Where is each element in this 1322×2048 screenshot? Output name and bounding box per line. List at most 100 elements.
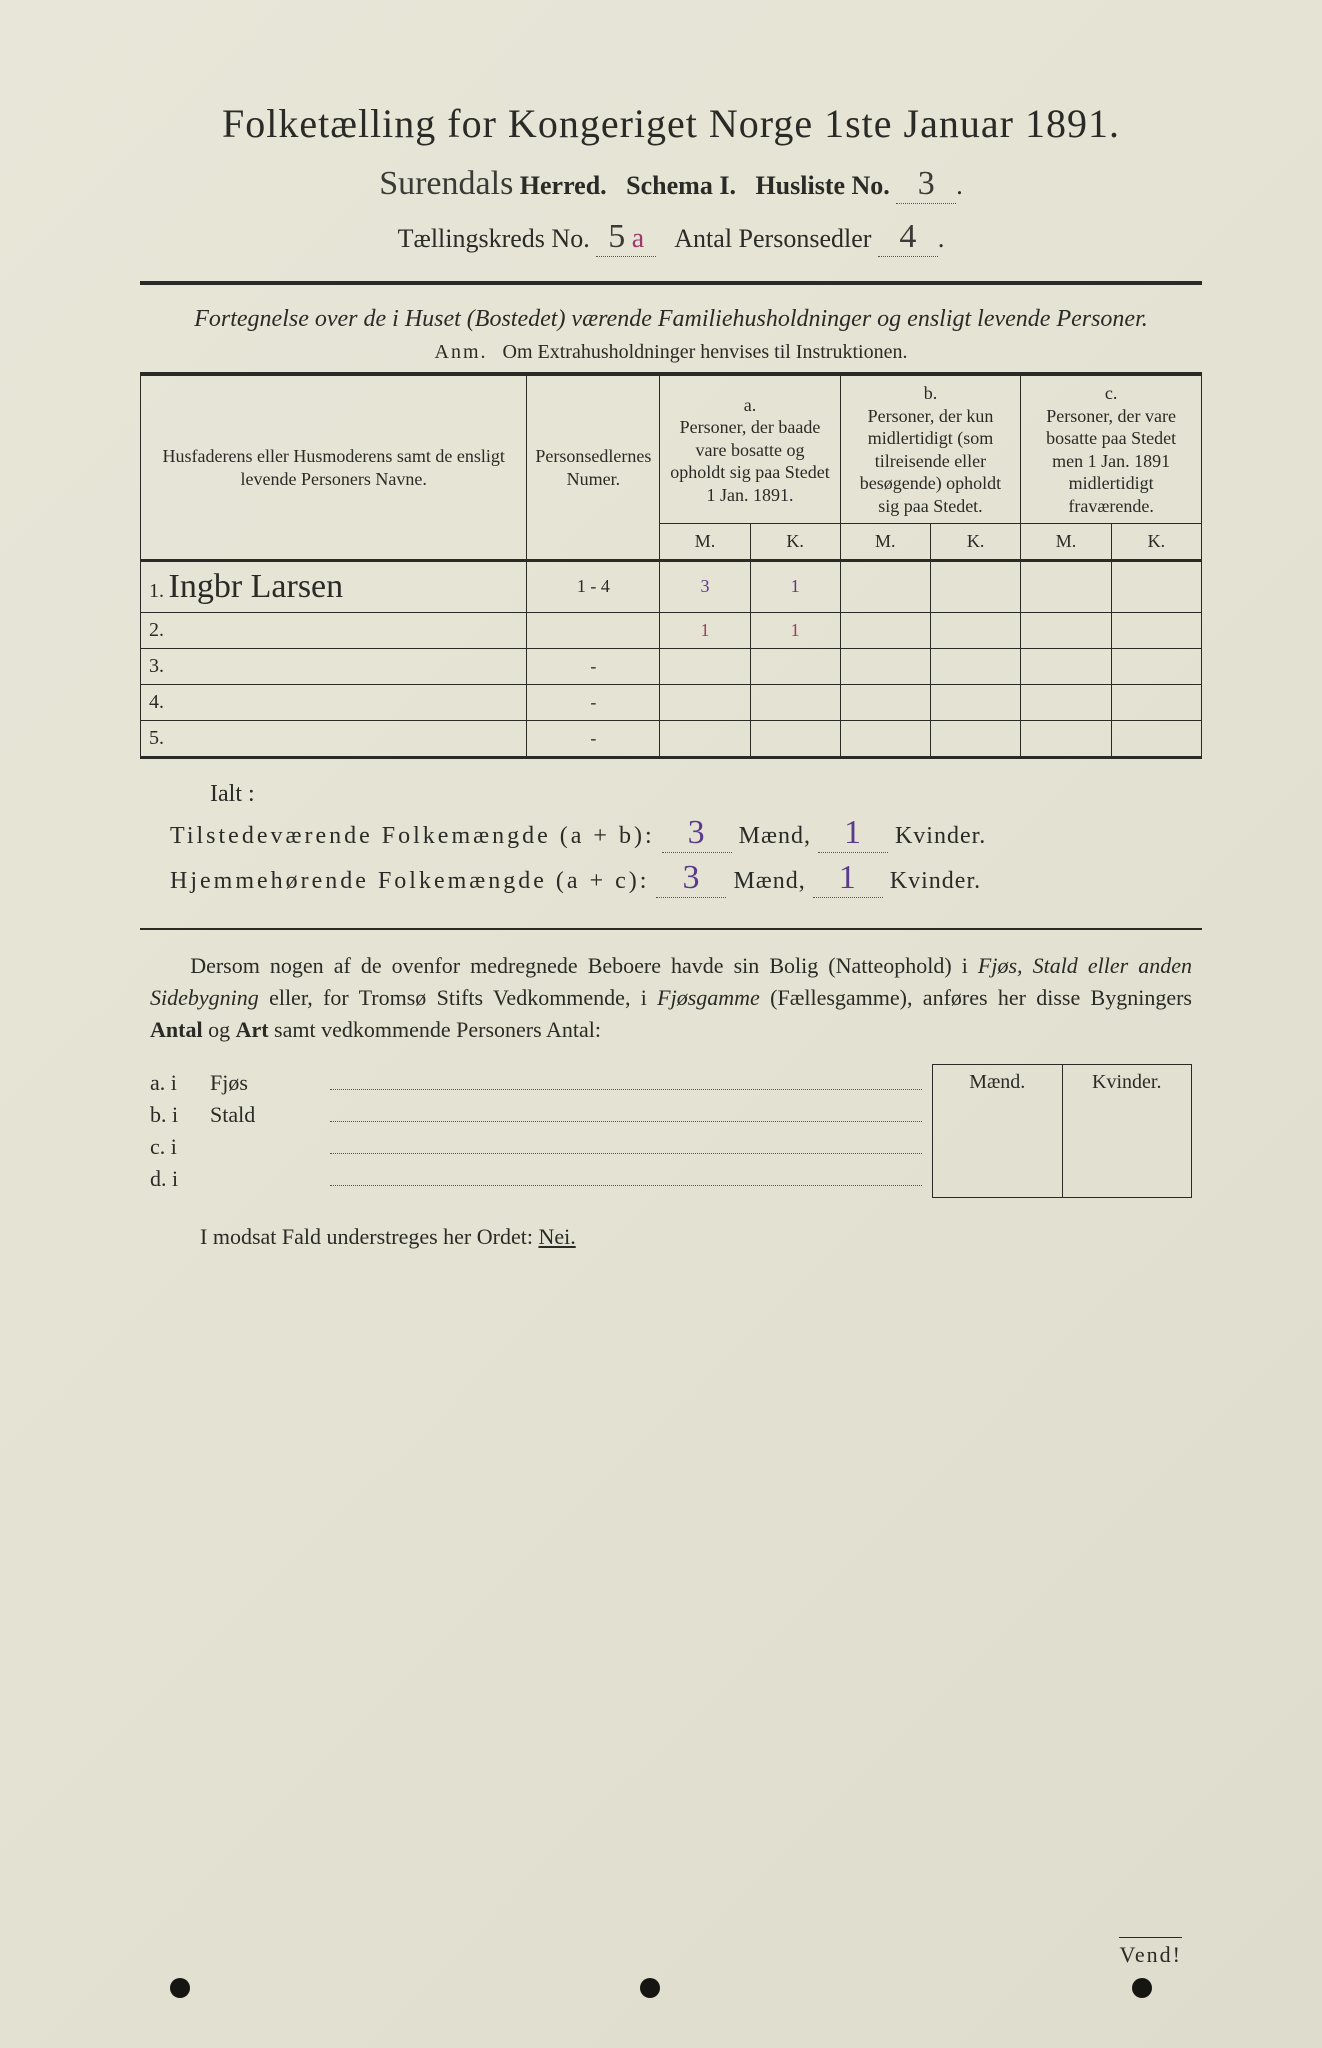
num-hw: 1 - 4	[527, 560, 660, 612]
a-m-red: 1	[660, 612, 750, 648]
anm-text: Om Extrahusholdninger henvises til Instr…	[503, 341, 908, 363]
th-num: Personsedlernes Numer.	[527, 374, 660, 560]
divider-2	[140, 928, 1202, 930]
b-m	[840, 720, 930, 757]
num-hw: -	[527, 648, 660, 684]
a-m: 3	[660, 560, 750, 612]
herred-handwritten: Surendals	[379, 165, 513, 203]
dots	[330, 1185, 922, 1186]
a-k	[750, 720, 840, 757]
row-num: 2.	[149, 619, 164, 641]
side-row: d. i	[150, 1166, 932, 1192]
th-b-m: M.	[840, 524, 930, 561]
vend-label: Vend!	[1119, 1937, 1182, 1968]
c-k	[1111, 560, 1201, 612]
c-k	[1111, 648, 1201, 684]
side-lab2: Fjøs	[210, 1070, 320, 1096]
th-b: b. Personer, der kun midlertidigt (som t…	[840, 374, 1021, 524]
b-k	[930, 560, 1020, 612]
b-m	[840, 612, 930, 648]
anm-line: Anm. Om Extrahusholdninger henvises til …	[140, 341, 1202, 364]
herred-label: Herred.	[520, 171, 607, 200]
a-k	[750, 684, 840, 720]
side-lab: c. i	[150, 1134, 210, 1160]
num-hw: -	[527, 720, 660, 757]
divider-1	[140, 281, 1202, 285]
table-row: 1. Ingbr Larsen 1 - 4 3 1	[141, 560, 1202, 612]
side-building-table: a. i Fjøs b. i Stald c. i d. i Mænd.	[150, 1064, 1192, 1198]
b-m	[840, 684, 930, 720]
punch-hole-icon	[1132, 1978, 1152, 1998]
sedler-count: 4	[899, 218, 916, 256]
totals-2-k: 1	[839, 859, 857, 896]
maend-label: Mænd,	[733, 868, 805, 894]
b-m	[840, 648, 930, 684]
b-k	[930, 720, 1020, 757]
th-c-text: Personer, der vare bosatte paa Stedet me…	[1029, 405, 1193, 518]
side-row: a. i Fjøs	[150, 1070, 932, 1096]
ialt-label: Ialt :	[210, 781, 1202, 808]
side-lab: d. i	[150, 1166, 210, 1192]
a-m	[660, 720, 750, 757]
husliste-no: 3	[918, 165, 935, 203]
dots	[330, 1153, 922, 1154]
kreds-suffix: a	[632, 223, 644, 254]
side-col-maend: Mænd.	[933, 1065, 1063, 1197]
row-num: 5.	[149, 727, 164, 749]
totals-1-m: 3	[688, 814, 706, 851]
a-m	[660, 648, 750, 684]
th-a-text: Personer, der baade vare bosatte og opho…	[668, 416, 831, 506]
row-num: 4.	[149, 691, 164, 713]
th-c-label: c.	[1029, 382, 1193, 405]
th-a-label: a.	[668, 394, 831, 417]
punch-hole-icon	[170, 1978, 190, 1998]
husliste-label: Husliste No.	[755, 171, 889, 200]
th-a: a. Personer, der baade vare bosatte og o…	[660, 374, 840, 524]
row-num: 3.	[149, 655, 164, 677]
side-row: b. i Stald	[150, 1102, 932, 1128]
table-row: 4. -	[141, 684, 1202, 720]
nei-text: I modsat Fald understreges her Ordet:	[200, 1224, 533, 1249]
side-lab: a. i	[150, 1070, 210, 1096]
th-name: Husfaderens eller Husmoderens samt de en…	[141, 374, 527, 560]
table-row: 3. -	[141, 648, 1202, 684]
c-m	[1021, 684, 1111, 720]
totals-line-1: Tilstedeværende Folkemængde (a + b): 3 M…	[170, 814, 1202, 853]
c-k	[1111, 612, 1201, 648]
a-k	[750, 648, 840, 684]
row-num: 1.	[149, 580, 164, 602]
maend-label: Mænd,	[739, 823, 811, 849]
th-a-k: K.	[750, 524, 840, 561]
th-a-m: M.	[660, 524, 750, 561]
th-b-text: Personer, der kun midlertidigt (som tilr…	[849, 405, 1013, 518]
c-k	[1111, 684, 1201, 720]
a-m	[660, 684, 750, 720]
kreds-label: Tællingskreds No.	[398, 224, 590, 253]
totals-2-m: 3	[682, 859, 700, 896]
nei-line: I modsat Fald understreges her Ordet: Ne…	[200, 1224, 1192, 1250]
th-c-m: M.	[1021, 524, 1111, 561]
totals-1-k: 1	[844, 814, 862, 851]
kvinder-label: Kvinder.	[890, 868, 981, 894]
b-k	[930, 684, 1020, 720]
th-c: c. Personer, der vare bosatte paa Stedet…	[1021, 374, 1202, 524]
census-table: Husfaderens eller Husmoderens samt de en…	[140, 372, 1202, 759]
totals-1-label: Tilstedeværende Folkemængde (a + b):	[170, 823, 655, 849]
c-m	[1021, 720, 1111, 757]
b-k	[930, 612, 1020, 648]
census-form-page: Folketælling for Kongeriget Norge 1ste J…	[0, 0, 1322, 2048]
subtitle: Fortegnelse over de i Huset (Bostedet) v…	[140, 303, 1202, 335]
b-m	[840, 560, 930, 612]
th-b-label: b.	[849, 382, 1013, 405]
th-name-text: Husfaderens eller Husmoderens samt de en…	[162, 446, 504, 489]
c-m	[1021, 648, 1111, 684]
c-m	[1021, 612, 1111, 648]
table-row: 5. -	[141, 720, 1202, 757]
anm-label: Anm.	[435, 341, 488, 363]
num-hw: -	[527, 684, 660, 720]
num-hw	[527, 612, 660, 648]
dots	[330, 1089, 922, 1090]
a-k-red: 1	[750, 612, 840, 648]
page-title: Folketælling for Kongeriget Norge 1ste J…	[140, 100, 1202, 147]
kreds-no: 5	[608, 218, 625, 256]
